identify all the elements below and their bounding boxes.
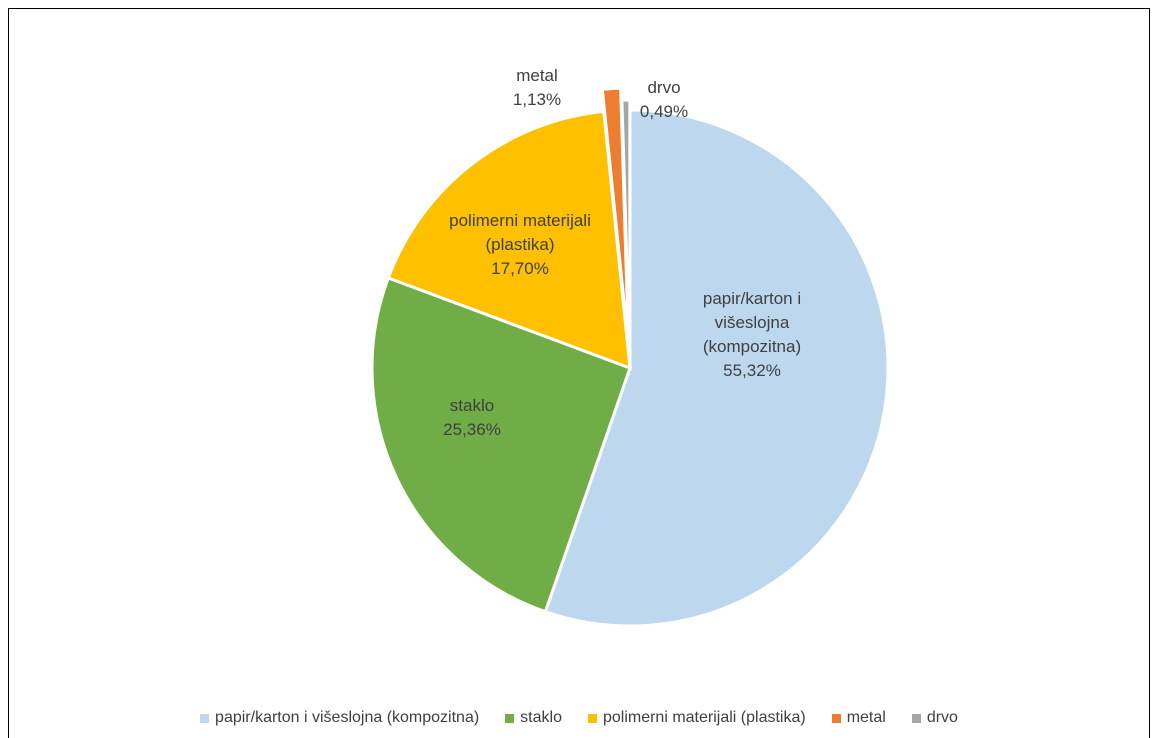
slice-category: papir/karton i višeslojna (kompozitna) <box>702 289 802 356</box>
legend-item: staklo <box>505 709 562 727</box>
slice-category: staklo <box>449 396 495 415</box>
legend-swatch <box>831 713 841 723</box>
pie-slice <box>600 86 631 347</box>
legend-swatch <box>911 713 921 723</box>
legend-label: drvo <box>926 709 958 726</box>
legend-item: metal <box>831 709 886 727</box>
slice-category: polimerni materijali (plastika) <box>449 211 591 254</box>
legend-label: metal <box>846 709 886 726</box>
slice-label: drvo 0,49% <box>624 76 704 124</box>
slice-value: 0,49% <box>639 102 689 121</box>
slice-value: 1,13% <box>512 90 562 109</box>
legend: papir/karton i višeslojna (kompozitna) st… <box>0 709 1158 727</box>
slice-category: drvo <box>647 78 681 97</box>
slice-label: metal 1,13% <box>497 64 577 112</box>
legend-swatch <box>587 713 597 723</box>
legend-label: papir/karton i višeslojna (kompozitna) <box>215 709 480 726</box>
chart-frame <box>8 8 1150 738</box>
pie-slice <box>620 98 632 359</box>
legend-swatch <box>505 713 515 723</box>
slice-value: 17,70% <box>491 259 549 278</box>
legend-swatch <box>200 713 210 723</box>
pie-slice <box>370 275 632 614</box>
slice-value: 55,32% <box>723 361 781 380</box>
slice-category: metal <box>516 66 558 85</box>
legend-label: polimerni materijali (plastika) <box>602 709 806 726</box>
slice-label: papir/karton i višeslojna (kompozitna) 55… <box>677 287 827 383</box>
pie-slice <box>386 109 632 371</box>
slice-label: staklo 25,36% <box>412 394 532 442</box>
legend-label: staklo <box>520 709 562 726</box>
legend-item: papir/karton i višeslojna (kompozitna) <box>200 709 479 727</box>
legend-item: drvo <box>911 709 958 727</box>
slice-value: 25,36% <box>443 420 501 439</box>
slice-label: polimerni materijali (plastika) 17,70% <box>420 209 620 281</box>
legend-item: polimerni materijali (plastika) <box>587 709 806 727</box>
